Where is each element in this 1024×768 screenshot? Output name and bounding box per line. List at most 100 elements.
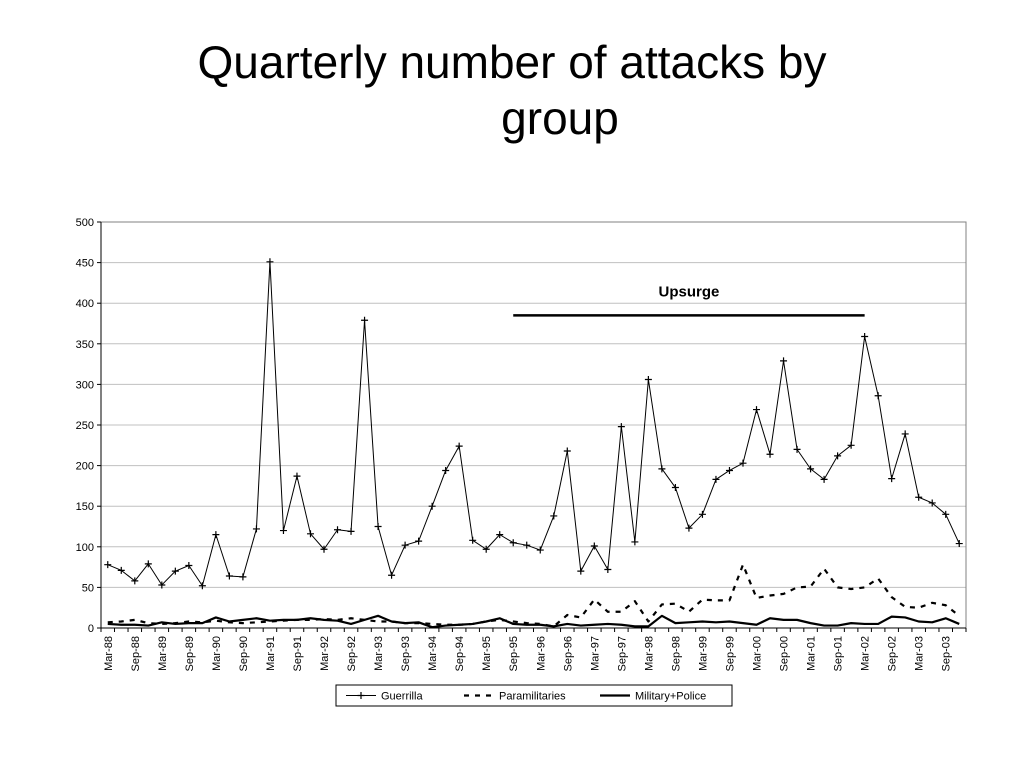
data-point-marker bbox=[928, 499, 936, 507]
x-tick-label: Sep-01 bbox=[833, 636, 845, 671]
x-tick-label: Mar-98 bbox=[643, 636, 655, 671]
x-tick-label: Sep-93 bbox=[400, 636, 412, 671]
y-tick-label: 200 bbox=[76, 461, 94, 473]
y-tick-label: 500 bbox=[76, 217, 94, 229]
data-point-marker bbox=[279, 527, 287, 535]
data-point-marker bbox=[644, 376, 652, 384]
data-point-marker bbox=[604, 566, 612, 574]
x-tick-label: Sep-99 bbox=[724, 636, 736, 671]
y-tick-label: 50 bbox=[82, 582, 94, 594]
data-point-marker bbox=[820, 475, 828, 483]
slide-title-line-1: Quarterly number of attacks by bbox=[197, 36, 827, 88]
data-point-marker bbox=[388, 571, 396, 579]
data-point-marker bbox=[455, 442, 463, 450]
x-tick-label: Sep-02 bbox=[887, 636, 899, 671]
x-tick-label: Mar-89 bbox=[157, 636, 169, 671]
upsurge-label: Upsurge bbox=[659, 283, 720, 300]
data-point-marker bbox=[374, 523, 382, 530]
y-tick-label: 300 bbox=[76, 379, 94, 391]
x-tick-label: Sep-98 bbox=[670, 636, 682, 671]
legend-label: Guerrilla bbox=[381, 691, 423, 703]
data-point-marker bbox=[239, 573, 247, 581]
x-tick-label: Mar-91 bbox=[265, 636, 277, 671]
data-point-marker bbox=[523, 541, 531, 549]
data-point-marker bbox=[212, 531, 220, 539]
legend-label: Military+Police bbox=[635, 691, 706, 703]
y-tick-label: 400 bbox=[76, 298, 94, 310]
data-point-marker bbox=[185, 561, 193, 569]
data-point-marker bbox=[834, 452, 842, 460]
x-tick-label: Mar-92 bbox=[319, 636, 331, 671]
data-point-marker bbox=[306, 530, 314, 538]
y-tick-label: 250 bbox=[76, 420, 94, 432]
data-point-marker bbox=[509, 539, 517, 547]
data-point-marker bbox=[320, 545, 328, 553]
legend-label: Paramilitaries bbox=[499, 691, 566, 703]
data-point-marker bbox=[171, 567, 179, 575]
data-point-marker bbox=[158, 581, 166, 589]
data-point-marker bbox=[144, 560, 152, 568]
x-axis: Mar-88 Sep-88 Mar-89 Sep-89 Mar-90 Sep-90 Mar-… bbox=[100, 627, 967, 671]
data-point-marker bbox=[739, 459, 747, 467]
y-tick-label: 0 bbox=[88, 623, 94, 635]
series-group bbox=[104, 258, 963, 629]
data-point-marker bbox=[590, 542, 598, 550]
data-point-marker bbox=[104, 561, 112, 569]
data-point-marker bbox=[685, 524, 693, 532]
data-point-marker bbox=[401, 541, 409, 549]
x-tick-label: Mar-03 bbox=[914, 636, 926, 671]
data-point-marker bbox=[428, 502, 436, 510]
series-military-police bbox=[107, 614, 960, 629]
y-tick-label: 350 bbox=[76, 339, 94, 351]
data-point-marker bbox=[793, 445, 801, 453]
data-point-marker bbox=[901, 430, 909, 438]
legend-item-military-police: Military+Police bbox=[600, 691, 706, 703]
x-tick-label: Sep-90 bbox=[238, 636, 250, 671]
data-point-marker bbox=[766, 450, 774, 458]
x-tick-label: Mar-96 bbox=[535, 636, 547, 671]
x-tick-label: Sep-89 bbox=[184, 636, 196, 671]
data-point-marker bbox=[334, 526, 342, 534]
series-line-military-police bbox=[107, 614, 960, 629]
data-point-marker bbox=[631, 538, 639, 546]
data-point-marker bbox=[550, 512, 558, 520]
data-point-marker bbox=[780, 357, 788, 365]
data-point-marker bbox=[874, 392, 882, 400]
data-point-marker bbox=[361, 316, 369, 324]
x-tick-label: Sep-92 bbox=[346, 636, 358, 671]
data-point-marker bbox=[753, 406, 761, 414]
data-point-marker bbox=[131, 577, 139, 585]
data-point-marker bbox=[347, 527, 355, 535]
data-point-marker bbox=[415, 537, 423, 545]
x-tick-label: Sep-95 bbox=[508, 636, 520, 671]
data-point-marker bbox=[225, 572, 233, 580]
series-line-guerrilla bbox=[107, 261, 960, 587]
annotation-upsurge: Upsurge bbox=[513, 283, 865, 317]
series-guerrilla bbox=[104, 258, 963, 590]
data-point-marker bbox=[252, 525, 260, 533]
data-point-marker bbox=[915, 493, 923, 501]
x-tick-label: Mar-00 bbox=[752, 636, 764, 671]
x-tick-label: Mar-01 bbox=[806, 636, 818, 671]
data-point-marker bbox=[536, 546, 544, 554]
legend-box bbox=[335, 684, 733, 707]
data-point-marker bbox=[847, 441, 855, 449]
x-tick-label: Sep-96 bbox=[562, 636, 574, 671]
legend-marker bbox=[357, 692, 365, 699]
data-point-marker bbox=[698, 510, 706, 518]
data-point-marker bbox=[117, 566, 125, 574]
y-axis: 0 50 100 150 200 250 300 350 400 450 500 bbox=[76, 217, 102, 635]
legend: Guerrilla Paramilitaries Military+Police bbox=[335, 684, 733, 707]
x-tick-label: Sep-88 bbox=[130, 636, 142, 671]
data-point-marker bbox=[712, 475, 720, 483]
y-tick-label: 450 bbox=[76, 258, 94, 270]
data-point-marker bbox=[671, 484, 679, 492]
x-tick-label: Mar-97 bbox=[589, 636, 601, 671]
data-point-marker bbox=[496, 531, 504, 539]
data-point-marker bbox=[888, 475, 896, 483]
x-tick-label: Sep-00 bbox=[779, 636, 791, 671]
data-point-marker bbox=[482, 545, 490, 553]
data-point-marker bbox=[469, 536, 477, 544]
x-tick-label: Sep-03 bbox=[941, 636, 953, 671]
